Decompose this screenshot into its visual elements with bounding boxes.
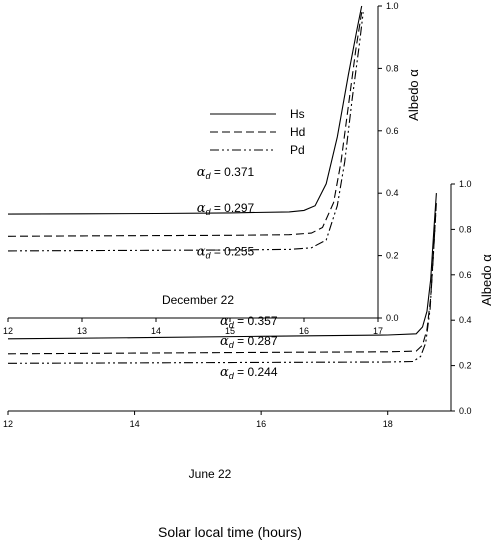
x-tick-label: 12 <box>3 326 13 336</box>
y-tick-label: 0.8 <box>386 63 399 73</box>
y-tick-label: 0.2 <box>459 361 472 371</box>
series-line-hs <box>7 193 437 340</box>
alpha-d-annotation: αd = 0.255 <box>197 245 255 261</box>
x-tick-label: 13 <box>77 326 87 336</box>
y-tick-label: 1.0 <box>459 179 472 189</box>
legend: Hs Hd Pd <box>210 107 305 157</box>
alpha-d-annotation: αd = 0.287 <box>220 334 278 350</box>
x-tick-label: 16 <box>256 419 266 429</box>
y-tick-label: 0.0 <box>386 313 399 323</box>
y-tick-label: 0.2 <box>386 251 399 261</box>
alpha-d-annotation: αd = 0.357 <box>220 314 278 330</box>
y-tick-label: 0.4 <box>459 315 472 325</box>
legend-label-hs: Hs <box>290 107 305 121</box>
series-line-pd <box>7 211 437 364</box>
legend-label-pd: Pd <box>290 143 305 157</box>
x-tick-label: 14 <box>151 326 161 336</box>
series-line-hd <box>7 202 437 355</box>
x-tick-label: 18 <box>383 419 393 429</box>
x-tick-label: 17 <box>373 326 383 336</box>
x-tick-label: 15 <box>225 326 235 336</box>
legend-label-hd: Hd <box>290 125 305 139</box>
x-tick-label: 12 <box>3 419 13 429</box>
series-line-hs <box>7 5 363 215</box>
y-axis-title: Albedo α <box>406 69 421 121</box>
alpha-d-annotation: αd = 0.297 <box>197 201 255 217</box>
alpha-d-annotation: αd = 0.244 <box>220 365 278 381</box>
y-tick-label: 0.4 <box>386 188 399 198</box>
y-tick-label: 0.6 <box>459 270 472 280</box>
y-tick-label: 0.6 <box>386 126 399 136</box>
y-tick-label: 0.0 <box>459 406 472 416</box>
june-panel: 12 14 16 18 0.0 0.2 0.4 0.6 0.8 1.0 Albedo α Solar … <box>3 179 494 540</box>
alpha-d-annotation: αd = 0.371 <box>197 165 255 181</box>
x-axis-title: Solar local time (hours) <box>158 524 302 540</box>
y-tick-label: 0.8 <box>459 224 472 234</box>
series-line-hd <box>7 12 363 237</box>
series-line-pd <box>7 12 364 252</box>
y-tick-label: 1.0 <box>386 1 399 11</box>
panel-label: December 22 <box>162 293 234 307</box>
x-tick-label: 16 <box>299 326 309 336</box>
y-axis-title: Albedo α <box>479 254 494 306</box>
december-panel: 12 13 14 15 16 170.0 0.2 0.4 0.6 0.8 1.0 Albedo α De… <box>3 1 421 336</box>
x-tick-label: 14 <box>130 419 140 429</box>
panel-label: June 22 <box>189 467 232 481</box>
